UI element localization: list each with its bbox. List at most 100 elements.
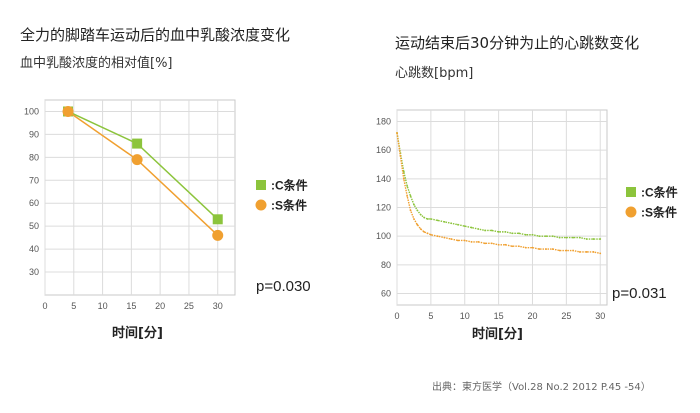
chart2-series-c-point xyxy=(436,219,439,222)
chart1-y-tick-label: 60 xyxy=(29,198,39,208)
chart2-series-s-point xyxy=(579,251,581,253)
chart2-y-tick-label: 80 xyxy=(381,260,391,270)
chart1-x-tick-label: 15 xyxy=(126,301,136,311)
chart2-series-c-point xyxy=(518,232,520,235)
chart2-series-c-point xyxy=(429,218,432,220)
chart2-series-s-point xyxy=(497,243,500,246)
chart2-x-tick-label: 30 xyxy=(595,311,605,321)
chart1-legend-c-label: :C条件 xyxy=(271,178,308,193)
chart2-series-s-point xyxy=(436,235,439,238)
chart1-y-tick-label: 80 xyxy=(29,152,39,162)
chart2-series-s-point xyxy=(545,248,547,250)
chart1-y-tick-label: 40 xyxy=(29,244,39,254)
chart2-x-tick-label: 5 xyxy=(428,311,433,321)
chart1-legend-s-label: :S条件 xyxy=(271,198,307,213)
chart2-series-s-point xyxy=(463,239,466,242)
chart2-title: 运动结束后30分钟为止的心跳数变化 xyxy=(395,34,640,52)
chart1-x-tick-label: 5 xyxy=(71,301,76,311)
chart2-series-c-point xyxy=(579,236,581,239)
chart2-series-c-point xyxy=(423,216,425,219)
chart1-x-tick-label: 10 xyxy=(98,301,108,311)
chart2-series-s-point xyxy=(443,236,446,239)
chart2-series-s-point xyxy=(504,243,507,246)
chart2-series-s-point xyxy=(524,246,527,249)
chart2-x-tick-label: 25 xyxy=(561,311,571,321)
chart2-series-s-point xyxy=(538,248,541,250)
chart2-series-c-point xyxy=(470,226,473,229)
chart2-y-tick-label: 100 xyxy=(376,231,391,241)
chart1-series-s-point xyxy=(212,229,224,241)
chart2-series-s-point xyxy=(413,218,415,220)
chart2-series-c-point xyxy=(463,225,466,228)
chart2-series-c-point xyxy=(484,229,486,232)
chart2-x-tick-label: 10 xyxy=(460,311,470,321)
chart2-series-s-point xyxy=(457,239,459,242)
chart2-series-s-point xyxy=(558,249,561,252)
chart1-legend-s-marker xyxy=(255,199,267,211)
chart1-xlabel: 时间[分] xyxy=(112,326,163,341)
chart2-series-c-point xyxy=(450,222,453,225)
chart2-series-c-point xyxy=(572,236,575,239)
chart2-subtitle: 心跳数[bpm] xyxy=(395,66,474,81)
chart2-plot: 0 5 10 15 20 25 30 60 80 100 120 140 160 180:C条件:S条件 xyxy=(376,109,678,321)
chart2-series-s-point xyxy=(416,223,419,226)
chart2-series-s-point xyxy=(599,252,602,255)
chart2-x-tick-label: 20 xyxy=(527,311,537,321)
chart1-subtitle: 血中乳酸浓度的相对值[%] xyxy=(20,56,173,71)
chart2-x-tick-label: 0 xyxy=(394,311,399,321)
chart2-series-s-point xyxy=(565,249,568,252)
chart2-series-s-point xyxy=(511,245,514,248)
chart1-plot-area xyxy=(44,99,236,296)
chart1-legend-c-marker xyxy=(256,180,266,190)
chart1-x-tick-label: 25 xyxy=(184,301,194,311)
chart2-series-c-point xyxy=(538,235,541,238)
chart2-series-c-point xyxy=(426,218,429,220)
chart2-series-s-point xyxy=(419,228,422,230)
chart1-x-tick-label: 30 xyxy=(213,301,223,311)
chart2-annotation: p=0.031 xyxy=(612,285,667,302)
chart2-series-s-point xyxy=(450,238,453,240)
chart2-series-c-point xyxy=(406,185,409,187)
chart2-series-c-point xyxy=(545,235,547,238)
chart2-legend-s-label: :S条件 xyxy=(641,205,677,220)
chart2-series-c-point xyxy=(416,209,419,212)
chart2-y-tick-label: 160 xyxy=(376,145,391,155)
chart2-y-tick-label: 140 xyxy=(376,174,391,184)
chart1-x-tick-label: 0 xyxy=(42,301,47,311)
chart1-series-c-point xyxy=(132,138,143,149)
chart2-series-c-point xyxy=(457,223,459,226)
chart2-series-s-point xyxy=(490,242,493,245)
chart2-series-c-point xyxy=(511,232,514,235)
chart2-series-s-point xyxy=(409,209,412,212)
chart2-series-s-point xyxy=(470,241,473,243)
chart1-series-s-point xyxy=(131,154,143,166)
chart1-annotation: p=0.030 xyxy=(256,278,311,295)
chart2-series-c-point xyxy=(565,236,568,239)
chart2-series-s-point xyxy=(518,245,520,248)
chart2-series-c-point xyxy=(504,230,507,233)
chart2-series-s-point xyxy=(551,248,554,250)
chart2-series-c-point xyxy=(413,203,415,206)
chart1-plot: 0 5 10 15 20 25 30 30 40 50 60 70 80 90 100:C条件:S条件 xyxy=(24,99,308,311)
chart2-series-s-point xyxy=(429,233,432,236)
chart2-series-c-point xyxy=(490,229,493,232)
chart1-x-tick-label: 20 xyxy=(155,301,165,311)
chart1-y-tick-label: 100 xyxy=(24,106,39,116)
chart1-series-c-point xyxy=(212,214,223,225)
chart2-series-s-point xyxy=(572,249,575,252)
chart2-series-c-point xyxy=(531,233,534,236)
chart2-series-c-point xyxy=(497,230,500,233)
chart2-series-s-point xyxy=(399,154,402,157)
chart2-series-c-point xyxy=(599,238,602,240)
source-citation: 出典：東方医学（Vol.28 No.2 2012 P.45 -54） xyxy=(432,382,651,393)
chart2-series-s-point xyxy=(531,246,534,249)
chart1-title: 全力的脚踏车运动后的血中乳酸浓度变化 xyxy=(20,26,291,44)
chart2-series-s-point xyxy=(484,242,486,245)
chart2-y-tick-label: 60 xyxy=(381,289,391,299)
chart2-series-s-point xyxy=(426,232,429,235)
chart2-series-c-point xyxy=(558,236,561,239)
chart2-series-s-point xyxy=(396,132,398,134)
chart1-y-tick-label: 30 xyxy=(29,267,39,277)
chart2-legend-c-label: :C条件 xyxy=(641,185,678,200)
chart2-series-c-point xyxy=(419,213,422,216)
